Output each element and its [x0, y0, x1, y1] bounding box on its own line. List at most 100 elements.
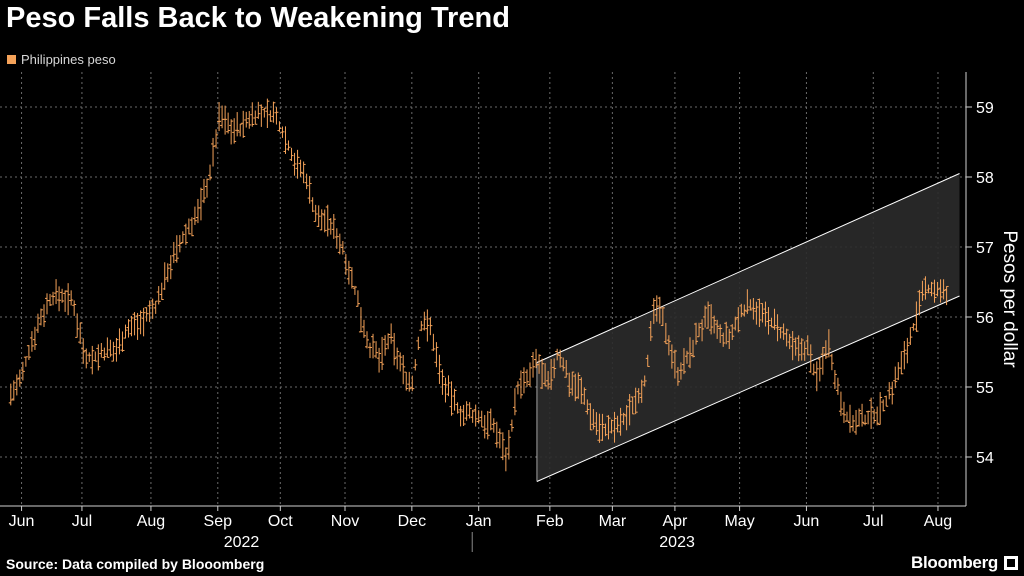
price-bar [337, 233, 342, 255]
price-bar [721, 332, 726, 347]
price-bar [114, 337, 119, 362]
price-bar [582, 387, 587, 405]
price-bar [214, 129, 219, 149]
price-bar [368, 342, 373, 359]
price-bar [534, 348, 539, 369]
price-bar [778, 327, 783, 339]
price-bar [851, 415, 856, 432]
y-tick-label: 54 [976, 450, 994, 467]
price-bar [392, 332, 397, 366]
price-bar [896, 362, 901, 381]
price-bar [666, 335, 671, 356]
price-bar [183, 223, 188, 245]
price-bar [395, 347, 400, 370]
legend-swatch [7, 55, 16, 64]
price-bar [518, 370, 523, 399]
price-bar [8, 383, 13, 406]
price-bar [201, 179, 206, 204]
price-bar [688, 337, 692, 369]
price-bar [736, 307, 741, 333]
price-bar [700, 319, 705, 342]
y-tick-label: 57 [976, 240, 994, 257]
price-bar [11, 380, 16, 401]
price-bar [715, 319, 720, 339]
price-bar [295, 149, 300, 179]
price-bar [555, 348, 560, 361]
price-bar [150, 298, 155, 319]
price-bar [126, 319, 131, 338]
price-bar [546, 371, 551, 390]
price-bar [123, 324, 128, 339]
price-bar [633, 387, 638, 415]
price-bar [96, 344, 101, 371]
x-tick-label: Apr [662, 513, 688, 530]
price-bar [235, 112, 240, 137]
price-bar [398, 352, 403, 372]
price-bar [277, 121, 282, 132]
price-bar [377, 347, 382, 373]
price-bar [515, 381, 520, 395]
price-bar [211, 137, 216, 167]
price-bar [543, 363, 548, 387]
price-bar [573, 373, 578, 402]
price-bar [346, 260, 351, 285]
price-bar [99, 342, 104, 358]
price-bar [60, 288, 65, 303]
price-bar [259, 104, 264, 127]
price-bar [570, 371, 575, 396]
price-bar [733, 316, 738, 331]
price-bar [494, 421, 499, 448]
price-bar [642, 375, 647, 387]
price-bar [875, 406, 880, 426]
price-bar [407, 371, 412, 392]
price-bar [603, 423, 608, 437]
price-bar [521, 367, 526, 394]
price-bar [524, 369, 529, 387]
price-bar [141, 307, 146, 337]
price-bar [262, 107, 267, 118]
price-bar [238, 123, 243, 137]
price-bar [597, 413, 602, 443]
price-bar [66, 283, 71, 316]
price-bar [220, 105, 225, 129]
price-bar [425, 309, 430, 342]
x-tick-label: Aug [137, 513, 165, 530]
price-bar [600, 413, 605, 441]
price-bar [138, 310, 143, 335]
price-bar [361, 319, 366, 338]
price-bar [26, 345, 31, 360]
price-bar [380, 336, 385, 370]
price-bar [718, 324, 723, 344]
price-bar [467, 402, 472, 419]
price-bar [458, 405, 463, 427]
price-bar [443, 377, 448, 403]
price-bar [374, 341, 379, 359]
price-bar [636, 388, 641, 404]
y-tick-label: 59 [976, 100, 994, 117]
price-bar [832, 370, 837, 389]
price-bar [250, 102, 255, 127]
price-bar [645, 354, 650, 367]
price-bar [304, 173, 309, 190]
price-bar [75, 313, 80, 338]
price-bar [313, 204, 318, 222]
price-bar [253, 110, 258, 125]
price-bar [470, 409, 475, 423]
price-bar [860, 403, 865, 427]
price-bar [371, 333, 376, 359]
brand-logo: Bloomberg [910, 553, 998, 572]
price-bar [54, 279, 59, 305]
price-bar [117, 328, 122, 355]
price-bar [256, 101, 261, 119]
price-bar [657, 296, 662, 324]
price-bar [754, 301, 759, 325]
price-bar [189, 217, 194, 237]
price-bar [186, 218, 191, 235]
price-bar [280, 126, 285, 138]
price-bar [349, 267, 354, 289]
legend-label: Philippines peso [21, 52, 116, 67]
price-bar [669, 344, 674, 369]
price-bar [69, 290, 74, 306]
price-bar [51, 291, 56, 306]
trend-channel [536, 173, 960, 482]
